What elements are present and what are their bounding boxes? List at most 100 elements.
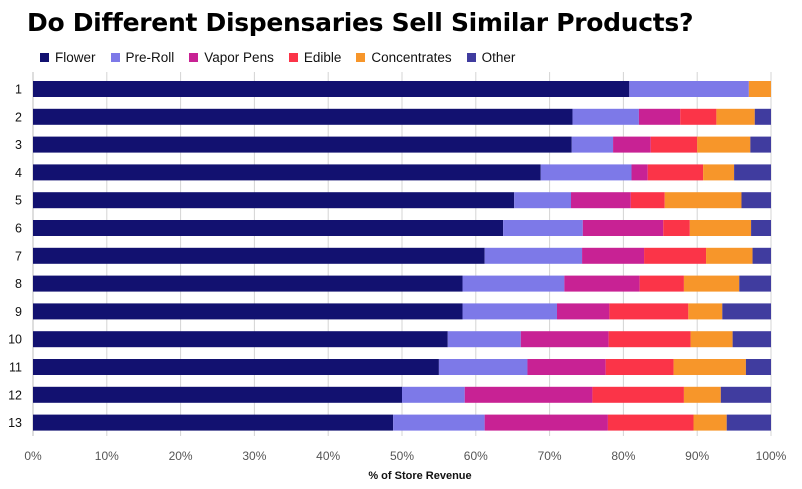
bar-segment-flower [33, 359, 439, 375]
bar-segment-edible [644, 247, 707, 264]
bar-segment-edible [607, 414, 694, 431]
bar-segment-concentrates [683, 386, 721, 403]
legend-swatch [288, 53, 298, 62]
bar-segment-edible [680, 108, 717, 125]
bar-segment-edible [592, 386, 684, 403]
category-label: 9 [15, 305, 22, 319]
bar-segment-pre-roll [629, 81, 749, 97]
legend-label: Flower [55, 50, 96, 65]
legend-swatch [466, 53, 476, 62]
bar-segment-edible [630, 192, 665, 209]
legend-label: Other [481, 50, 516, 65]
bar-segment-pre-roll [503, 220, 583, 236]
bar-segment-concentrates [688, 303, 723, 320]
legend-swatch [189, 53, 199, 62]
bar-segment-other [752, 247, 771, 264]
x-tick-label: 50% [390, 449, 414, 463]
legend-item-vapor-pens: Vapor Pens [189, 50, 274, 65]
bar-segment-pre-roll [393, 414, 485, 431]
legend-swatch [110, 53, 120, 62]
x-tick-label: 20% [169, 449, 193, 463]
x-tick-label: 100% [756, 449, 787, 463]
bar-segment-edible [647, 164, 704, 181]
category-label: 1 [15, 83, 22, 97]
bar-segment-vapor-pens [571, 192, 631, 209]
bar-segment-other [751, 220, 771, 236]
bar-segment-edible [605, 359, 674, 375]
bar-segment-vapor-pens [527, 359, 606, 375]
legend: Flower Pre-Roll Vapor Pens Edible Concentrat… [40, 50, 530, 65]
legend-item-pre-roll: Pre-Roll [110, 50, 175, 65]
bar-segment-other [745, 359, 771, 375]
x-tick-label: 60% [464, 449, 488, 463]
bar-segment-concentrates [703, 164, 735, 181]
x-tick-label: 0% [24, 449, 42, 463]
bar-segment-flower [33, 247, 485, 264]
bar-segment-concentrates [706, 247, 753, 264]
bar-segment-flower [33, 136, 572, 153]
x-tick-label: 80% [611, 449, 635, 463]
bar-segment-concentrates [693, 414, 727, 431]
legend-item-other: Other [466, 50, 516, 65]
bar-segment-pre-roll [514, 192, 572, 209]
category-label: 10 [8, 333, 22, 347]
bar-segment-edible [663, 220, 690, 236]
bar-segment-pre-roll [571, 136, 614, 153]
legend-item-concentrates: Concentrates [356, 50, 452, 65]
bar-segment-flower [33, 275, 463, 292]
category-label: 12 [8, 388, 22, 402]
category-label: 6 [15, 222, 22, 236]
bar-segment-pre-roll [438, 359, 528, 375]
bar-segment-concentrates [716, 108, 755, 125]
bar-segment-other [754, 108, 771, 125]
bar-segment-concentrates [748, 81, 771, 97]
bar-segment-other [720, 386, 771, 403]
x-tick-label: 70% [538, 449, 562, 463]
category-label: 4 [15, 166, 22, 180]
bar-segment-flower [33, 164, 541, 181]
bar-segment-flower [33, 81, 630, 97]
chart-title: Do Different Dispensaries Sell Similar P… [27, 8, 694, 37]
bar-segment-concentrates [690, 331, 733, 348]
bar-segment-flower [33, 220, 504, 236]
bar-segment-concentrates [697, 136, 751, 153]
bar-segment-flower [33, 386, 402, 403]
x-axis-title: % of Store Revenue [368, 470, 472, 482]
bar-segment-other [734, 164, 771, 181]
bar-segment-other [741, 192, 771, 209]
bar-segment-pre-roll [462, 275, 565, 292]
x-tick-label: 30% [242, 449, 266, 463]
bar-segment-pre-roll [572, 108, 639, 125]
legend-item-edible: Edible [288, 50, 342, 65]
bar-segment-pre-roll [447, 331, 521, 348]
legend-label: Vapor Pens [204, 50, 274, 65]
bar-segment-pre-roll [540, 164, 632, 181]
bar-segment-edible [608, 331, 691, 348]
bar-segment-pre-roll [484, 247, 583, 264]
category-label: 11 [9, 361, 22, 375]
bar-segment-other [722, 303, 771, 320]
bar-segment-edible [639, 275, 684, 292]
bar-segment-flower [33, 331, 448, 348]
category-label: 3 [15, 138, 22, 152]
bar-segment-other [739, 275, 771, 292]
bar-segment-other [732, 331, 771, 348]
bar-segment-flower [33, 303, 463, 320]
legend-label: Pre-Roll [125, 50, 175, 65]
bar-segment-other [726, 414, 771, 431]
legend-item-flower: Flower [40, 50, 96, 65]
x-tick-label: 90% [685, 449, 709, 463]
bar-segment-vapor-pens [613, 136, 651, 153]
legend-label: Edible [303, 50, 342, 65]
bar-segment-vapor-pens [564, 275, 640, 292]
bar-segment-flower [33, 192, 515, 209]
bar-segment-flower [33, 414, 394, 431]
legend-swatch [356, 53, 366, 62]
bar-segment-concentrates [689, 220, 752, 236]
bar-segment-vapor-pens [484, 414, 608, 431]
legend-label: Concentrates [371, 50, 452, 65]
bar-segment-pre-roll [402, 386, 465, 403]
bar-segment-vapor-pens [582, 220, 664, 236]
bar-segment-concentrates [664, 192, 742, 209]
bar-segment-vapor-pens [520, 331, 609, 348]
